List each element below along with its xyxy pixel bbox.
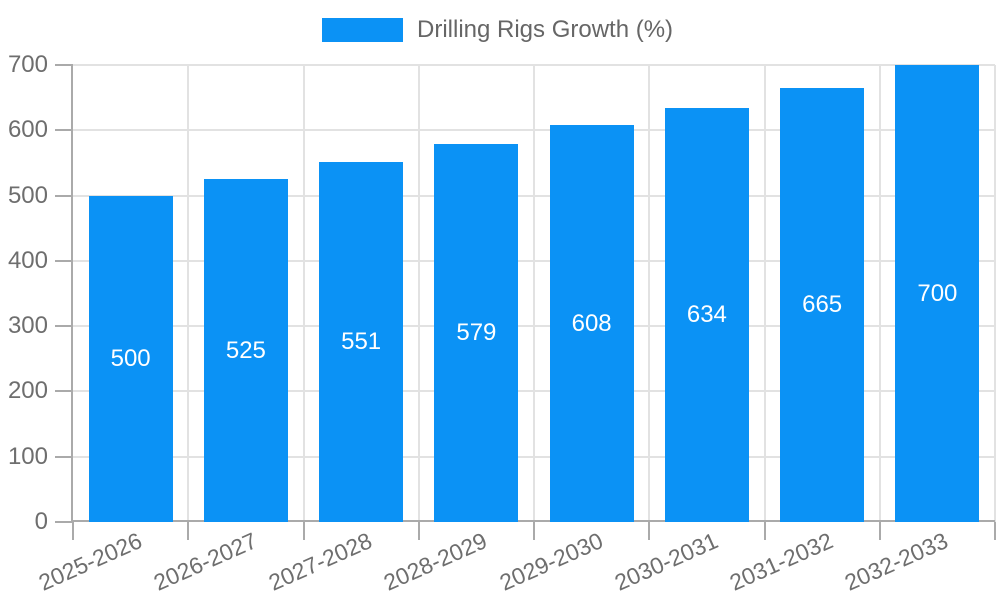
y-axis-tick-label: 500 [7,181,48,209]
chart-legend[interactable]: Drilling Rigs Growth (%) [322,16,674,43]
bar-value-label: 634 [686,301,727,329]
x-gridline [417,65,420,522]
x-axis-tick-label: 2028-2029 [380,527,492,596]
x-axis-tick-label: 2025-2026 [34,527,146,596]
x-axis-tick [417,522,420,540]
bar[interactable] [780,87,865,522]
x-gridline [648,65,651,522]
y-axis-tick-label: 0 [34,508,48,535]
y-axis-tick-label: 200 [7,377,48,405]
x-axis-tick [648,522,651,540]
bar[interactable] [319,162,404,522]
bar-value-label: 525 [225,336,266,364]
y-axis-tick [55,129,73,132]
y-axis-tick [55,194,73,197]
bar[interactable] [434,143,519,522]
x-axis-tick [533,522,535,540]
bar-value-label: 500 [110,344,151,372]
bar[interactable] [203,179,288,522]
x-axis-tick-label: 2030-2031 [610,527,722,596]
x-axis-tick-label: 2026-2027 [149,527,261,596]
bar-value-label: 700 [917,279,958,307]
x-gridline [533,65,535,522]
y-axis-line [71,65,73,522]
x-gridline [302,65,305,522]
y-axis-tick [55,455,73,458]
bar-value-label: 579 [456,318,497,346]
x-axis-tick-label: 2032-2033 [841,527,953,596]
x-axis-tick [72,522,74,540]
x-axis-tick-label: 2027-2028 [264,527,376,596]
bar[interactable] [664,108,749,522]
legend-label: Drilling Rigs Growth (%) [417,16,674,43]
x-gridline [878,65,881,522]
x-axis-tick [302,522,305,540]
x-axis-tick [878,522,881,540]
bar[interactable] [895,65,980,522]
x-gridline [187,65,190,522]
bar-value-label: 665 [802,290,843,318]
x-axis-tick [994,522,996,540]
x-gridline [994,65,996,522]
x-axis-tick-label: 2029-2030 [495,527,607,596]
y-axis-tick-label: 100 [7,442,48,470]
y-axis-tick-label: 400 [7,246,48,274]
x-axis-line [71,520,995,522]
x-axis-tick-label: 2031-2032 [725,527,837,596]
y-axis-tick-label: 600 [7,116,48,144]
x-gridline [763,65,766,522]
y-axis-tick [55,259,73,262]
y-axis-tick-label: 300 [7,312,48,340]
legend-swatch [322,18,403,43]
x-axis-tick [763,522,766,540]
bar-value-label: 551 [341,328,382,356]
y-axis-tick [55,325,73,328]
bar[interactable] [88,195,173,522]
y-axis-tick [55,521,73,523]
x-axis-tick [187,522,190,540]
y-axis-tick-label: 700 [7,51,48,78]
y-axis-tick [55,64,73,66]
bar-value-label: 608 [571,309,612,337]
bar[interactable] [549,125,634,522]
y-axis-tick [55,390,73,393]
